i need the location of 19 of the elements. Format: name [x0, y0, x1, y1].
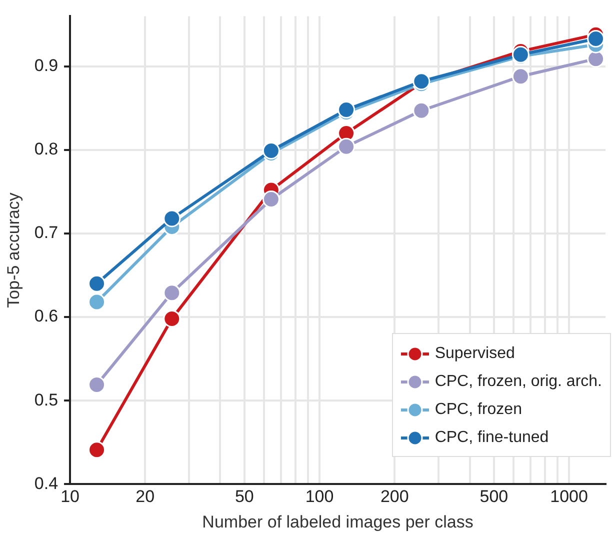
- x-axis-title: Number of labeled images per class: [202, 512, 474, 532]
- y-tick-label: 0.5: [34, 390, 58, 410]
- y-tick-label: 0.9: [34, 56, 58, 76]
- y-axis-title: Top-5 accuracy: [4, 192, 23, 308]
- y-tick-label: 0.7: [34, 223, 58, 242]
- legend-label: Supervised: [434, 345, 515, 363]
- legend-label: CPC, frozen: [434, 401, 522, 419]
- legend-label: CPC, fine-tuned: [434, 429, 549, 447]
- y-tick-label: 0.8: [34, 140, 58, 159]
- y-tick-label: 0.4: [34, 474, 58, 493]
- x-tick-label: 10: [60, 487, 80, 506]
- x-tick-label: 200: [380, 487, 409, 506]
- y-tick-label: 0.6: [34, 306, 58, 326]
- x-tick-label: 500: [480, 487, 508, 506]
- x-tick-label: 1000: [550, 487, 588, 506]
- x-tick-label: 100: [305, 487, 334, 506]
- legend-label: CPC, frozen, orig. arch.: [434, 373, 602, 391]
- x-tick-label: 50: [234, 487, 254, 506]
- x-tick-label: 20: [136, 487, 155, 506]
